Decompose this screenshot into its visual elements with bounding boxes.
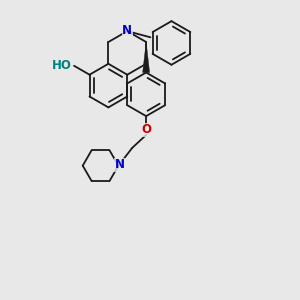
Text: N: N: [114, 158, 124, 171]
Text: HO: HO: [52, 59, 72, 72]
Text: O: O: [141, 124, 151, 136]
Text: N: N: [122, 24, 132, 37]
Polygon shape: [143, 42, 150, 73]
